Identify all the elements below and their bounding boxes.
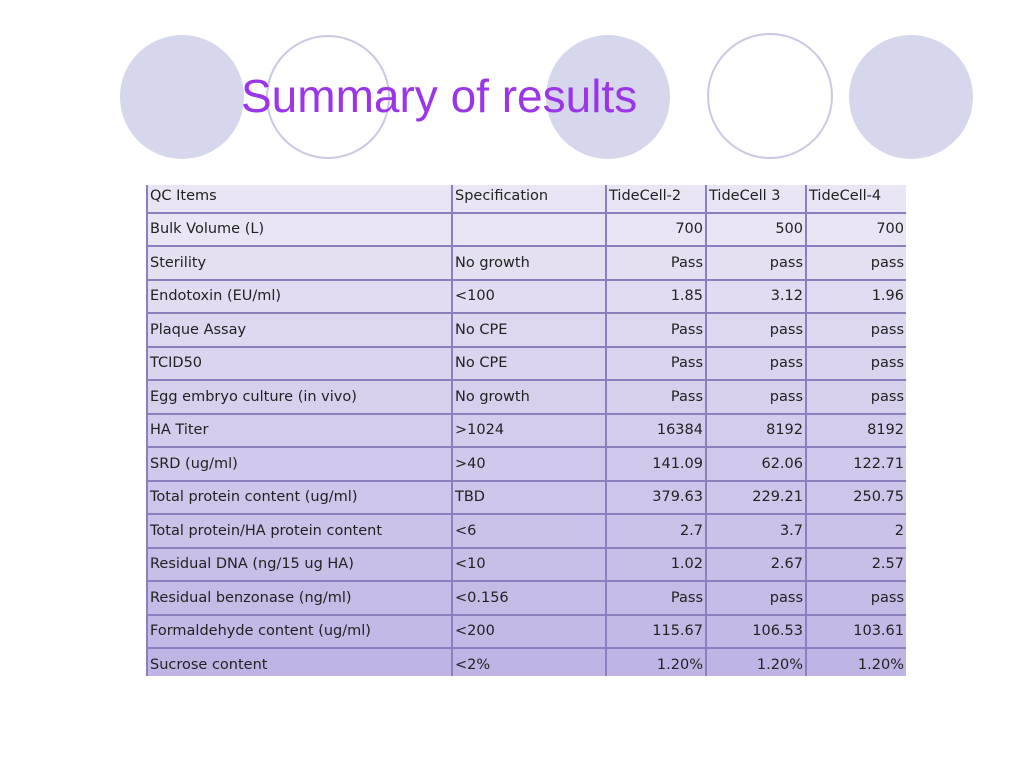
tidecell-3-cell: pass bbox=[705, 312, 807, 348]
table-row: Total protein content (ug/ml) TBD 379.63 22… bbox=[146, 479, 906, 515]
qc-results-table: QC Items Specification TideCell-2 TideCe… bbox=[146, 185, 906, 676]
qc-item-cell: Residual DNA (ng/15 ug HA) bbox=[146, 546, 453, 582]
qc-item-cell: Total protein content (ug/ml) bbox=[146, 479, 453, 515]
header-tidecell-3: TideCell 3 bbox=[705, 185, 807, 214]
specification-cell: No CPE bbox=[451, 312, 607, 348]
specification-cell: <10 bbox=[451, 546, 607, 582]
table-row: Bulk Volume (L) 700 500 700 bbox=[146, 211, 906, 247]
specification-cell: No CPE bbox=[451, 345, 607, 381]
results-table-container: QC Items Specification TideCell-2 TideCe… bbox=[146, 185, 906, 676]
tidecell-2-cell: 141.09 bbox=[605, 446, 707, 482]
tidecell-4-cell: 122.71 bbox=[805, 446, 906, 482]
tidecell-4-cell: 250.75 bbox=[805, 479, 906, 515]
decorative-circle-3 bbox=[546, 35, 670, 159]
table-row: TCID50 No CPE Pass pass pass bbox=[146, 345, 906, 381]
qc-item-cell: Total protein/HA protein content bbox=[146, 513, 453, 549]
table-body: Bulk Volume (L) 700 500 700 Sterility No grow… bbox=[146, 211, 906, 676]
table-header-row: QC Items Specification TideCell-2 TideCe… bbox=[146, 185, 906, 214]
tidecell-2-cell: Pass bbox=[605, 379, 707, 415]
header-tidecell-2: TideCell-2 bbox=[605, 185, 707, 214]
qc-item-cell: TCID50 bbox=[146, 345, 453, 381]
tidecell-2-cell: 379.63 bbox=[605, 479, 707, 515]
tidecell-2-cell: 1.85 bbox=[605, 278, 707, 314]
table-row: Residual DNA (ng/15 ug HA) <10 1.02 2.67 2.5… bbox=[146, 546, 906, 582]
qc-item-cell: Endotoxin (EU/ml) bbox=[146, 278, 453, 314]
tidecell-4-cell: pass bbox=[805, 312, 906, 348]
tidecell-3-cell: 1.20% bbox=[705, 647, 807, 676]
tidecell-4-cell: 2 bbox=[805, 513, 906, 549]
qc-item-cell: Formaldehyde content (ug/ml) bbox=[146, 613, 453, 649]
specification-cell: <0.156 bbox=[451, 580, 607, 616]
table-row: HA Titer >1024 16384 8192 8192 bbox=[146, 412, 906, 448]
specification-cell: <2% bbox=[451, 647, 607, 676]
decorative-circle-1 bbox=[120, 35, 244, 159]
tidecell-2-cell: 700 bbox=[605, 211, 707, 247]
header-specification: Specification bbox=[451, 185, 607, 214]
specification-cell: <100 bbox=[451, 278, 607, 314]
tidecell-2-cell: 115.67 bbox=[605, 613, 707, 649]
qc-item-cell: Plaque Assay bbox=[146, 312, 453, 348]
tidecell-3-cell: pass bbox=[705, 580, 807, 616]
tidecell-2-cell: Pass bbox=[605, 580, 707, 616]
qc-item-cell: Residual benzonase (ng/ml) bbox=[146, 580, 453, 616]
table-row: Total protein/HA protein content <6 2.7 3.7… bbox=[146, 513, 906, 549]
tidecell-4-cell: 700 bbox=[805, 211, 906, 247]
decorative-circle-5 bbox=[849, 35, 973, 159]
tidecell-4-cell: 2.57 bbox=[805, 546, 906, 582]
tidecell-3-cell: 2.67 bbox=[705, 546, 807, 582]
table-row: Sucrose content <2% 1.20% 1.20% 1.20% bbox=[146, 647, 906, 676]
tidecell-4-cell: 8192 bbox=[805, 412, 906, 448]
tidecell-2-cell: 1.02 bbox=[605, 546, 707, 582]
tidecell-2-cell: 2.7 bbox=[605, 513, 707, 549]
specification-cell: <6 bbox=[451, 513, 607, 549]
tidecell-3-cell: 3.12 bbox=[705, 278, 807, 314]
tidecell-4-cell: pass bbox=[805, 580, 906, 616]
tidecell-3-cell: 8192 bbox=[705, 412, 807, 448]
tidecell-2-cell: Pass bbox=[605, 312, 707, 348]
specification-cell: TBD bbox=[451, 479, 607, 515]
tidecell-2-cell: Pass bbox=[605, 345, 707, 381]
tidecell-4-cell: pass bbox=[805, 379, 906, 415]
header-tidecell-4: TideCell-4 bbox=[805, 185, 906, 214]
specification-cell bbox=[451, 211, 607, 247]
tidecell-4-cell: 103.61 bbox=[805, 613, 906, 649]
table-row: Residual benzonase (ng/ml) <0.156 Pass pass… bbox=[146, 580, 906, 616]
qc-item-cell: Sucrose content bbox=[146, 647, 453, 676]
qc-item-cell: Sterility bbox=[146, 245, 453, 281]
tidecell-4-cell: pass bbox=[805, 345, 906, 381]
tidecell-3-cell: 500 bbox=[705, 211, 807, 247]
qc-item-cell: HA Titer bbox=[146, 412, 453, 448]
tidecell-4-cell: 1.20% bbox=[805, 647, 906, 676]
specification-cell: No growth bbox=[451, 379, 607, 415]
tidecell-3-cell: pass bbox=[705, 245, 807, 281]
qc-item-cell: SRD (ug/ml) bbox=[146, 446, 453, 482]
specification-cell: >40 bbox=[451, 446, 607, 482]
tidecell-4-cell: pass bbox=[805, 245, 906, 281]
table-row: Sterility No growth Pass pass pass bbox=[146, 245, 906, 281]
tidecell-2-cell: Pass bbox=[605, 245, 707, 281]
table-row: Formaldehyde content (ug/ml) <200 115.67 10… bbox=[146, 613, 906, 649]
table-row: Plaque Assay No CPE Pass pass pass bbox=[146, 312, 906, 348]
tidecell-3-cell: 229.21 bbox=[705, 479, 807, 515]
tidecell-4-cell: 1.96 bbox=[805, 278, 906, 314]
tidecell-3-cell: pass bbox=[705, 345, 807, 381]
tidecell-3-cell: 3.7 bbox=[705, 513, 807, 549]
qc-item-cell: Egg embryo culture (in vivo) bbox=[146, 379, 453, 415]
header-qc-items: QC Items bbox=[146, 185, 453, 214]
specification-cell: >1024 bbox=[451, 412, 607, 448]
table-row: Egg embryo culture (in vivo) No growth Pas… bbox=[146, 379, 906, 415]
tidecell-2-cell: 16384 bbox=[605, 412, 707, 448]
tidecell-3-cell: 62.06 bbox=[705, 446, 807, 482]
specification-cell: No growth bbox=[451, 245, 607, 281]
specification-cell: <200 bbox=[451, 613, 607, 649]
table-row: SRD (ug/ml) >40 141.09 62.06 122.71 bbox=[146, 446, 906, 482]
decorative-circle-2 bbox=[266, 35, 390, 159]
tidecell-3-cell: pass bbox=[705, 379, 807, 415]
tidecell-3-cell: 106.53 bbox=[705, 613, 807, 649]
qc-item-cell: Bulk Volume (L) bbox=[146, 211, 453, 247]
slide-title: Summary of results bbox=[241, 70, 638, 122]
table-row: Endotoxin (EU/ml) <100 1.85 3.12 1.96 bbox=[146, 278, 906, 314]
decorative-circle-4 bbox=[707, 33, 833, 159]
tidecell-2-cell: 1.20% bbox=[605, 647, 707, 676]
